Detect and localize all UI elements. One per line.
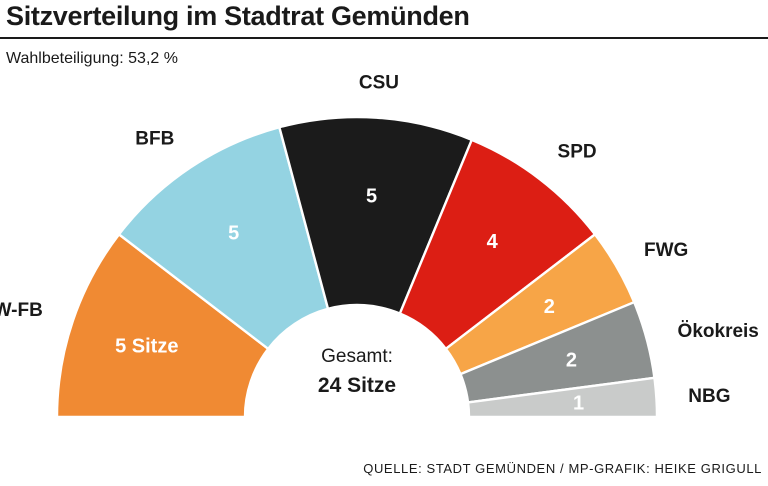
party-label-nbg: NBG <box>688 386 730 407</box>
value-labels-group: 5 Sitze 5 5 4 2 2 1 <box>115 185 584 414</box>
chart-title: Sitzverteilung im Stadtrat Gemünden <box>6 1 470 31</box>
party-label-bfb: BFB <box>135 129 174 150</box>
value-label-csu: 5 <box>366 185 377 207</box>
party-label-csu: CSU <box>359 73 399 94</box>
value-label-okokreis: 2 <box>566 350 577 372</box>
title-divider <box>0 37 768 39</box>
value-label-bfb: 5 <box>228 222 239 244</box>
slice-fw-fb <box>55 233 270 419</box>
party-label-fw-fb: FW-FB <box>0 300 43 321</box>
total-caption: Gesamt: <box>321 346 393 367</box>
slice-csu <box>278 115 474 315</box>
party-label-spd: SPD <box>558 141 597 162</box>
slices-group <box>55 115 659 419</box>
value-label-fw-fb: 5 Sitze <box>115 336 178 358</box>
source-credit: QUELLE: STADT GEMÜNDEN / MP-GRAFIK: HEIK… <box>363 461 762 476</box>
value-label-nbg: 1 <box>573 392 584 414</box>
value-label-spd: 4 <box>487 231 499 253</box>
party-labels-group: FW-FB BFB CSU SPD FWG Ökokreis NBG <box>0 73 759 407</box>
party-label-fwg: FWG <box>644 240 688 261</box>
value-label-fwg: 2 <box>544 296 555 318</box>
party-label-okokreis: Ökokreis <box>678 321 759 342</box>
slice-bfb <box>117 126 330 351</box>
slice-nbg <box>466 376 659 419</box>
turnout-label: Wahlbeteiligung: 53,2 % <box>6 50 178 67</box>
total-value: 24 Sitze <box>318 374 396 397</box>
